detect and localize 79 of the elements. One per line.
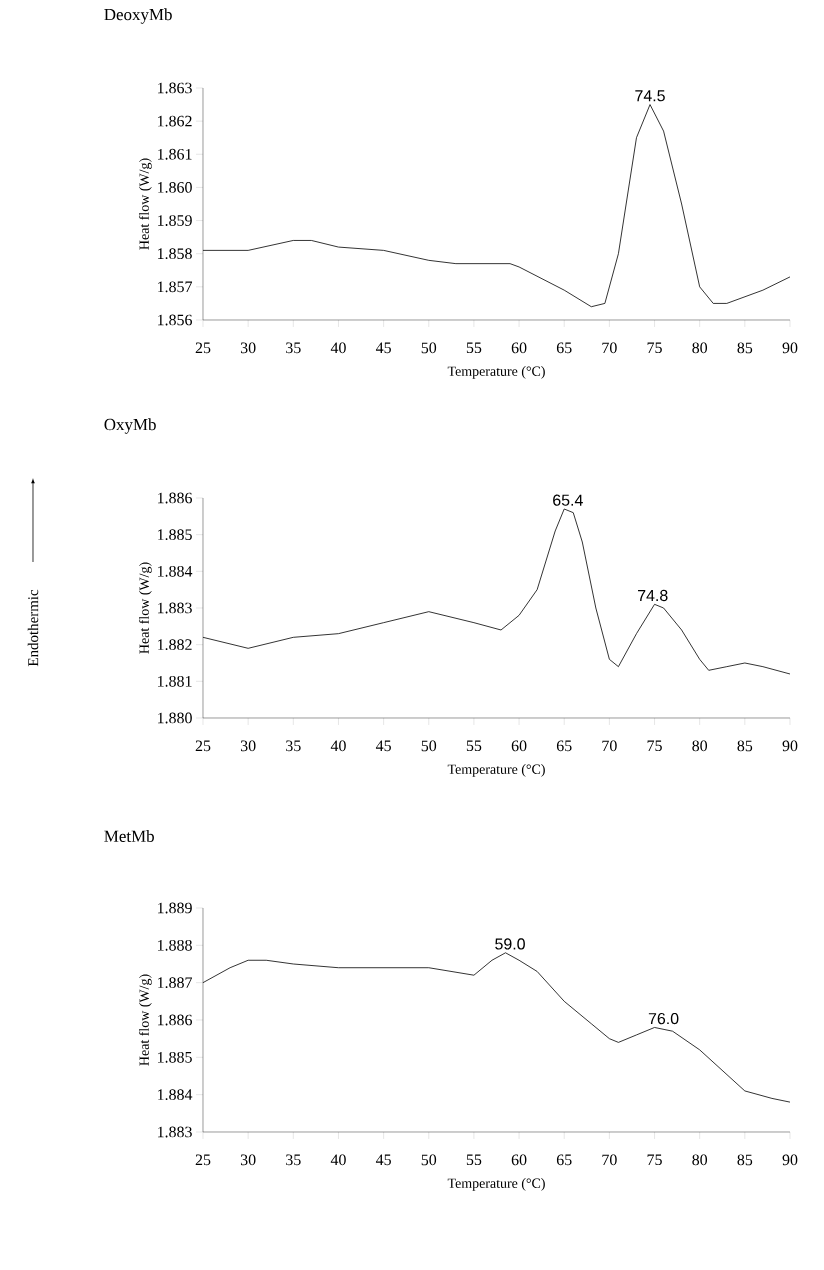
x-tick-label: 55 [466,342,482,354]
y-tick-label: 1.883 [158,1126,192,1138]
y-axis-title: Heat flow (W/g) [138,562,152,654]
y-tick-label: 1.886 [158,1014,193,1026]
y-tick-label: 1.858 [158,248,192,260]
x-tick-label: 45 [375,1154,391,1166]
x-axis-title: Temperature (°C) [447,764,545,777]
x-tick-label: 45 [375,342,391,354]
annotation: 65.4 [553,494,583,506]
text: Endothermic [27,589,39,667]
x-tick-label: 35 [286,740,301,752]
x-tick-label: 25 [195,342,211,354]
x-tick-label: 30 [240,740,256,752]
x-tick-label: 75 [647,740,662,752]
x-tick-label: 25 [195,740,211,752]
x-tick-label: 50 [421,1154,437,1166]
x-tick-label: 70 [602,342,617,354]
x-tick-label: 65 [556,342,572,354]
x-tick-label: 40 [330,342,346,354]
x-tick-label: 50 [421,342,437,354]
y-tick-label: 1.862 [158,115,192,127]
x-tick-label: 55 [466,1154,482,1166]
x-tick-label: 55 [466,740,482,752]
y-tick-label: 1.885 [158,529,192,541]
chart-title: DeoxyMb [104,8,172,24]
x-tick-label: 60 [511,342,527,354]
x-tick-label: 60 [511,1154,527,1166]
x-tick-label: 80 [692,740,708,752]
x-tick-label: 90 [782,342,798,354]
x-tick-label: 70 [602,740,617,752]
y-tick-label: 1.886 [158,492,193,504]
x-axis-title: Temperature (°C) [447,1178,545,1191]
x-tick-label: 85 [737,342,753,354]
x-axis-title: Temperature (°C) [447,366,545,379]
annotation: 74.8 [638,589,668,602]
x-tick-label: 35 [286,342,301,354]
y-tick-label: 1.884 [158,565,193,577]
y-tick-label: 1.884 [158,1089,193,1101]
x-tick-label: 70 [602,1154,617,1166]
y-tick-label: 1.881 [158,675,192,687]
x-tick-label: 90 [782,740,798,752]
y-axis-title: Heat flow (W/g) [138,974,152,1066]
x-tick-label: 35 [286,1154,301,1166]
x-tick-label: 65 [556,1154,572,1166]
x-tick-label: 90 [782,1154,798,1166]
x-tick-label: 45 [375,740,391,752]
y-tick-label: 1.889 [158,902,192,914]
x-tick-label: 80 [692,342,708,354]
x-tick-label: 60 [511,740,527,752]
x-tick-label: 30 [240,1154,256,1166]
annotation: 74.5 [635,90,665,102]
x-tick-label: 65 [556,740,572,752]
y-axis-title: Heat flow (W/g) [138,158,152,250]
x-tick-label: 80 [692,1154,708,1166]
y-tick-label: 1.859 [158,215,192,226]
y-tick-label: 1.883 [158,602,192,614]
x-tick-label: 85 [737,1154,753,1166]
y-tick-label: 1.880 [158,712,192,724]
y-tick-label: 1.882 [158,639,192,651]
y-tick-label: 1.888 [158,939,192,951]
y-tick-label: 1.887 [158,977,193,989]
x-tick-label: 25 [195,1154,211,1166]
y-tick-label: 1.863 [158,82,192,94]
y-tick-label: 1.857 [158,281,193,293]
x-tick-label: 40 [330,740,346,752]
y-tick-label: 1.885 [158,1051,192,1063]
y-tick-label: 1.861 [158,148,192,160]
x-tick-label: 40 [330,1154,346,1166]
x-tick-label: 30 [240,342,256,354]
y-tick-label: 1.860 [158,182,192,193]
annotation: 59.0 [495,938,525,950]
x-tick-label: 50 [421,740,437,752]
x-tick-label: 75 [647,1154,662,1166]
annotation: 76.0 [648,1012,679,1025]
x-tick-label: 75 [647,342,662,354]
y-tick-label: 1.856 [158,314,193,326]
chart-title: MetMb [104,830,154,842]
x-tick-label: 85 [737,740,753,752]
chart-title: OxyMb [104,418,156,434]
